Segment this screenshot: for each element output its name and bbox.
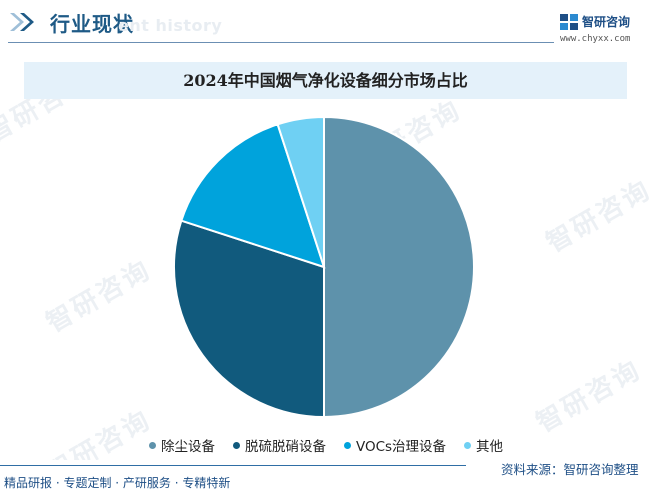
chart-title-band: 2024年中国烟气净化设备细分市场占比 bbox=[24, 62, 627, 99]
section-title: 行业现状 bbox=[50, 12, 134, 36]
pie-chart bbox=[173, 115, 475, 419]
page-header: 行业现状 ent history 智研咨询 www.chyxx.com bbox=[0, 0, 652, 46]
source-note: 资料来源：智研咨询整理 bbox=[501, 462, 639, 477]
legend-item: 脱硫脱硝设备 bbox=[232, 435, 326, 455]
legend-swatch bbox=[148, 441, 156, 449]
brand-logo: 智研咨询 www.chyxx.com bbox=[560, 10, 648, 46]
chart-legend: 除尘设备 脱硫脱硝设备 VOCs治理设备 其他 bbox=[0, 434, 652, 456]
legend-swatch bbox=[232, 441, 240, 449]
legend-label: 除尘设备 bbox=[160, 439, 215, 455]
legend-label: 脱硫脱硝设备 bbox=[244, 439, 326, 455]
legend-item: VOCs治理设备 bbox=[343, 435, 447, 455]
legend-item: 除尘设备 bbox=[148, 435, 215, 455]
pie-slice-1 bbox=[323, 115, 475, 419]
brand-url: www.chyxx.com bbox=[560, 34, 631, 44]
legend-item: 其他 bbox=[464, 435, 503, 455]
pie-slice-4 bbox=[276, 115, 325, 268]
chart-title: 2024年中国烟气净化设备细分市场占比 bbox=[183, 71, 468, 90]
footer-services-text: 精品研报 · 专题定制 · 产研服务 · 专精特新 bbox=[4, 476, 231, 490]
zhiyan-logo-icon bbox=[560, 14, 578, 30]
legend-label: VOCs治理设备 bbox=[355, 439, 447, 455]
brand-name: 智研咨询 bbox=[582, 15, 631, 29]
pie-slice-2 bbox=[173, 219, 325, 419]
footer-divider bbox=[0, 465, 466, 466]
double-chevron-right-icon bbox=[10, 13, 34, 31]
header-watermark-text: ent history bbox=[118, 16, 223, 35]
legend-swatch bbox=[464, 441, 472, 449]
legend-swatch bbox=[343, 441, 351, 449]
legend-label: 其他 bbox=[476, 439, 504, 455]
header-divider bbox=[8, 42, 554, 43]
